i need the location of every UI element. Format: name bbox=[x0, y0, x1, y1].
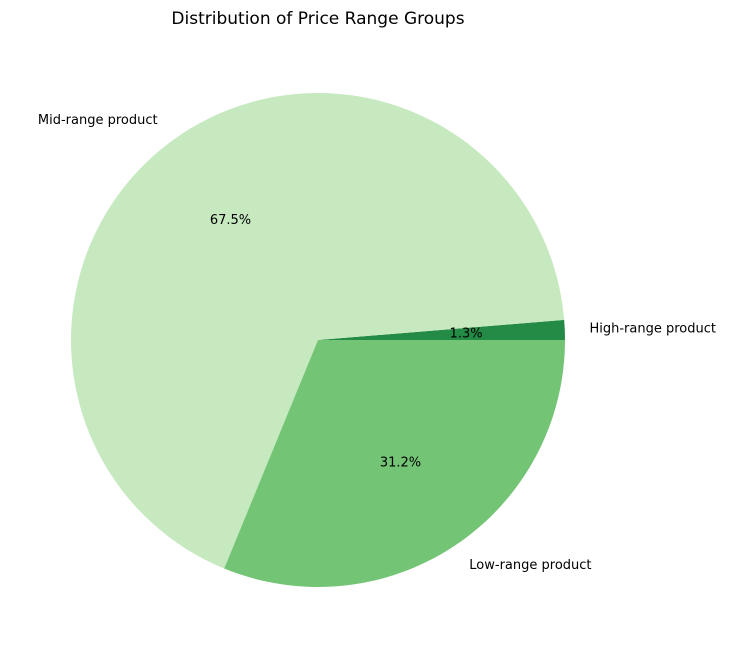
chart-title: Distribution of Price Range Groups bbox=[171, 9, 464, 29]
pie-slices bbox=[71, 93, 565, 587]
pie-slice-mid-range-product bbox=[71, 93, 565, 569]
pie-labels: High-range product 1.3% Mid-range product 6… bbox=[38, 113, 716, 573]
pie-slice-high-range-product bbox=[318, 319, 565, 340]
pct-label-mid-range-product: 67.5% bbox=[210, 213, 251, 228]
slice-label-mid-range-product: Mid-range product bbox=[38, 113, 158, 128]
pct-label-high-range-product: 1.3% bbox=[450, 326, 483, 341]
slice-label-high-range-product: High-range product bbox=[589, 321, 716, 336]
pie-slice-low-range-product bbox=[224, 340, 565, 587]
pct-label-low-range-product: 31.2% bbox=[380, 456, 421, 471]
slice-label-low-range-product: Low-range product bbox=[469, 558, 591, 573]
